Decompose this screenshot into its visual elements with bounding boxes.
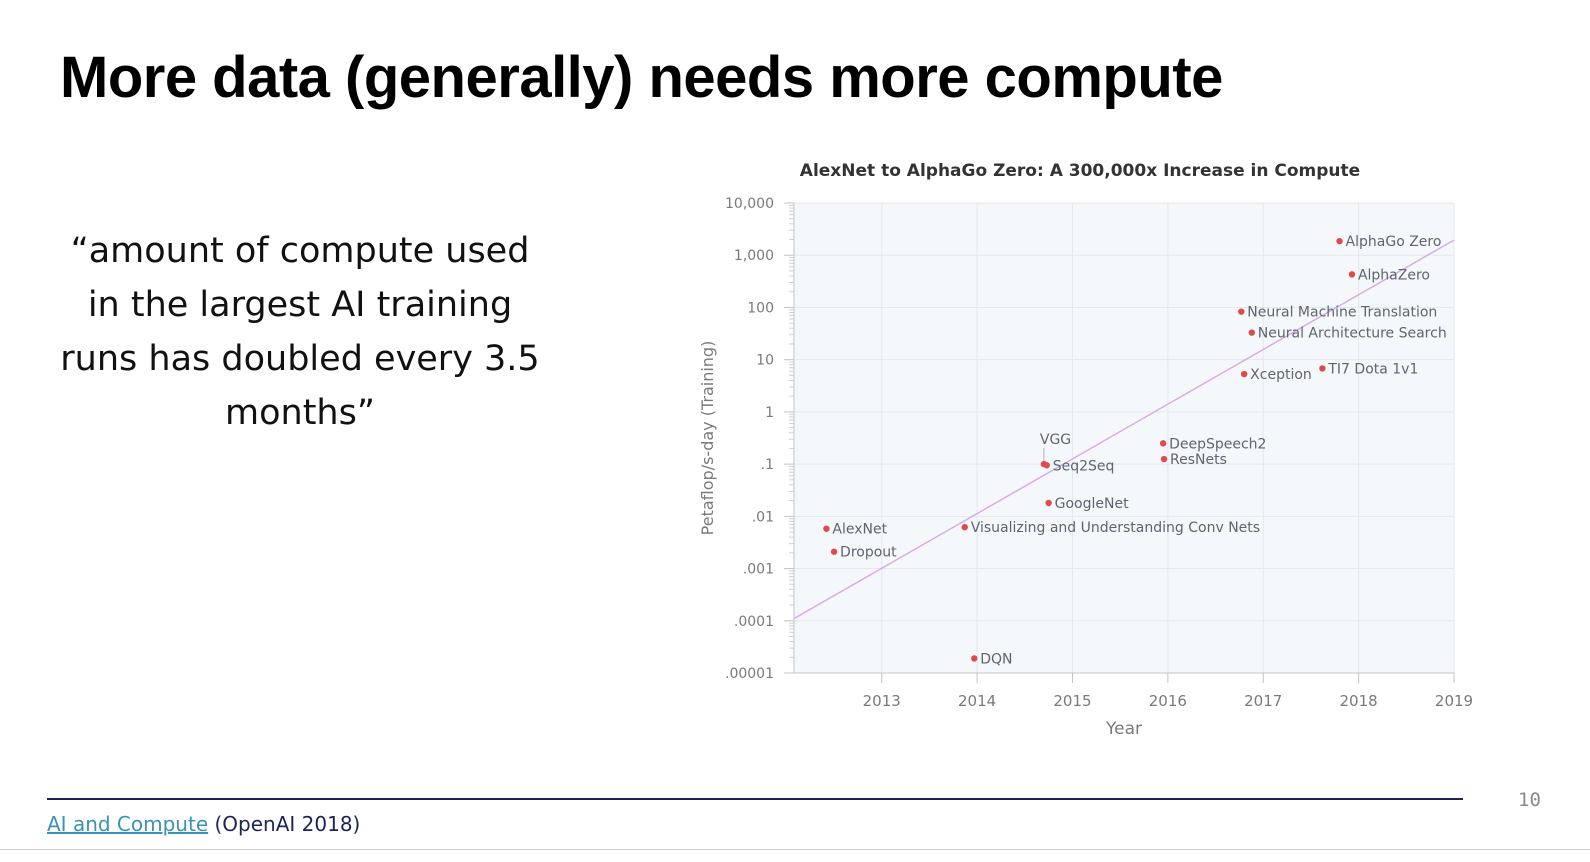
data-points: AlexNet Dropout DQN Visualizing and Underst… [823, 234, 1447, 667]
point-label-neural-architecture-search: Neural Architecture Search [1258, 326, 1447, 342]
y-tick-label: 1 [765, 405, 774, 421]
point-googlenet [1045, 499, 1052, 507]
point-neural-architecture-search [1248, 329, 1256, 336]
point-resnets [1160, 455, 1168, 463]
x-tick-label: 2018 [1340, 692, 1378, 710]
point-label-vgg: VGG [1040, 432, 1071, 448]
compute-chart: AlexNet to AlphaGo Zero: A 300,000x Incr… [698, 161, 1473, 739]
point-label-neural-machine-translation: Neural Machine Translation [1247, 305, 1437, 321]
point-label-resnets: ResNets [1170, 452, 1227, 468]
y-tick-label: 100 [747, 300, 774, 316]
point-label-xception: Xception [1250, 367, 1312, 383]
point-label-googlenet: GoogleNet [1055, 496, 1129, 512]
point-visualizing-and-understanding-conv-nets [961, 523, 968, 531]
y-tick-label: .001 [743, 562, 774, 578]
point-seq2seq [1043, 462, 1050, 469]
plot-area [794, 203, 1454, 673]
y-axis-label: Petaflop/s-day (Training) [698, 341, 717, 536]
trend-line [793, 239, 1455, 620]
x-tick-label: 2016 [1149, 692, 1187, 710]
point-alexnet [823, 525, 830, 532]
grid-lines [794, 202, 1455, 674]
point-label-alphazero: AlphaZero [1358, 267, 1430, 283]
x-tick-label: 2015 [1053, 692, 1091, 710]
point-label-visualizing-and-understanding-conv-nets: Visualizing and Understanding Conv Nets [971, 520, 1260, 536]
x-tick-label: 2019 [1435, 692, 1473, 710]
page-number: 10 [1518, 789, 1541, 811]
slide-title: More data (generally) needs more compute [60, 45, 1223, 110]
quote-text: “amount of compute used in the largest A… [60, 231, 540, 433]
x-tick-label: 2013 [863, 692, 901, 710]
point-label-seq2seq: Seq2Seq [1053, 458, 1115, 474]
x-axis-label: Year [1105, 719, 1142, 739]
x-tick-label: 2017 [1244, 692, 1282, 710]
y-tick-label: .00001 [725, 666, 774, 682]
point-label-alexnet: AlexNet [832, 522, 887, 538]
chart-title: AlexNet to AlphaGo Zero: A 300,000x Incr… [800, 161, 1360, 181]
y-tick-label: 10 [756, 353, 774, 369]
point-alphago-zero [1336, 237, 1343, 245]
point-neural-machine-translation [1238, 308, 1245, 315]
y-tick-label: .1 [761, 457, 774, 473]
y-tick-label: .01 [752, 509, 774, 525]
x-tick-label: 2014 [958, 692, 996, 710]
point-deepspeech2 [1159, 440, 1167, 447]
point-label-dqn: DQN [980, 651, 1012, 667]
ai-and-compute-link[interactable]: AI and Compute [47, 812, 209, 836]
point-dqn [971, 655, 978, 662]
point-label-alphago-zero: AlphaGo Zero [1346, 234, 1442, 250]
y-tick-label: 1,000 [734, 248, 774, 264]
footer-citation: AI and Compute (OpenAI 2018) [47, 812, 360, 836]
y-tick-label: 10,000 [725, 196, 774, 212]
point-label-dropout: Dropout [840, 545, 897, 561]
point-ti7-dota-1v1 [1319, 365, 1326, 372]
point-alphazero [1348, 271, 1356, 278]
point-xception [1240, 370, 1248, 378]
point-dropout [830, 548, 838, 555]
footer-divider [47, 798, 1463, 800]
point-label-ti7-dota-1v1: TI7 Dota 1v1 [1327, 361, 1418, 377]
y-tick-label: .0001 [734, 614, 774, 630]
slide-bottom-edge [0, 849, 1590, 850]
axes: .00001 .0001 .001 .01 .1 1 10 100 1,000 10,000 201… [725, 196, 1473, 710]
point-label-deepspeech2: DeepSpeech2 [1169, 436, 1266, 452]
footer-source: (OpenAI 2018) [208, 812, 361, 836]
